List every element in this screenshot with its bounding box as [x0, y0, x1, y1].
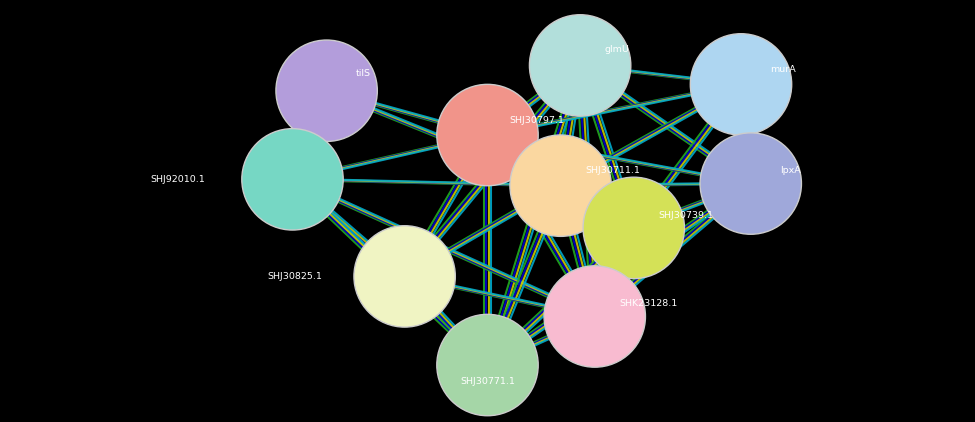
Ellipse shape [276, 40, 377, 141]
Ellipse shape [437, 314, 538, 416]
Ellipse shape [354, 226, 455, 327]
Text: SHJ30797.1: SHJ30797.1 [509, 116, 564, 125]
Ellipse shape [700, 133, 801, 234]
Ellipse shape [583, 177, 684, 279]
Ellipse shape [690, 34, 792, 135]
Text: SHJ30711.1: SHJ30711.1 [585, 166, 640, 176]
Text: lpxA: lpxA [780, 166, 800, 176]
Ellipse shape [510, 135, 611, 236]
Ellipse shape [242, 129, 343, 230]
Ellipse shape [544, 266, 645, 367]
Text: SHJ30825.1: SHJ30825.1 [267, 272, 322, 281]
Ellipse shape [437, 84, 538, 186]
Text: SHJ92010.1: SHJ92010.1 [150, 175, 205, 184]
Text: SHJ30771.1: SHJ30771.1 [460, 377, 515, 387]
Text: glmU: glmU [604, 45, 630, 54]
Text: SHK23128.1: SHK23128.1 [619, 299, 678, 308]
Text: tilS: tilS [356, 69, 370, 78]
Text: murA: murA [770, 65, 796, 74]
Text: SHJ30739.1: SHJ30739.1 [658, 211, 713, 220]
Ellipse shape [529, 15, 631, 116]
